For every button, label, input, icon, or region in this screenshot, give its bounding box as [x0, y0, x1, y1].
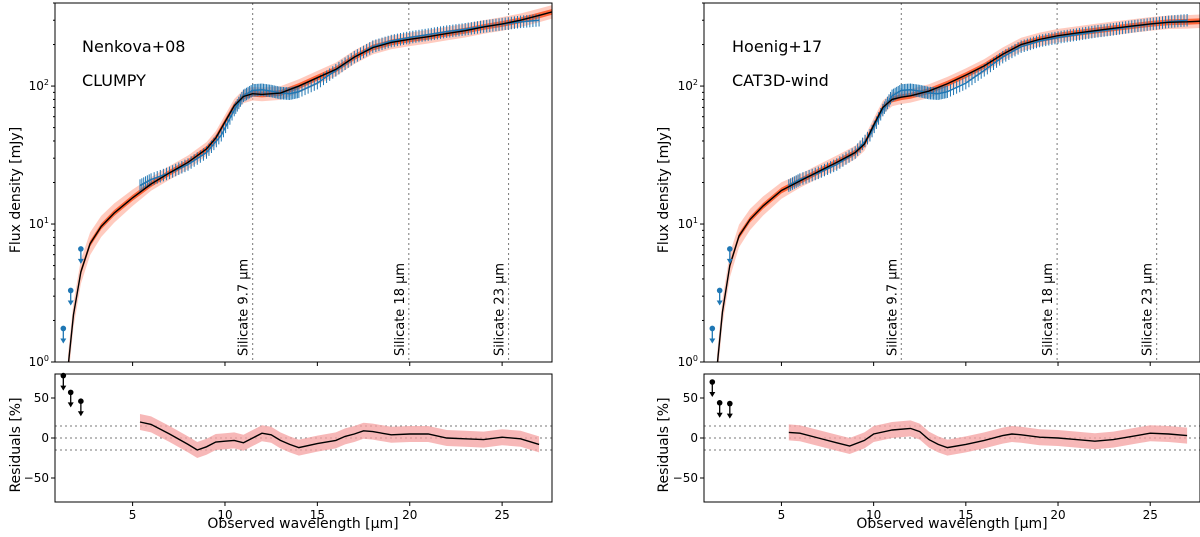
panel-title-line1: Hoenig+17: [732, 37, 822, 56]
residual-line: [139, 421, 540, 451]
left-panel-nenkova: Nenkova+08 CLUMPY Flux density [mJy] Res…: [8, 2, 553, 532]
x-tick-label: 15: [310, 508, 325, 522]
y-tick-label: 102: [29, 78, 49, 93]
residual-y-tick-label: 0: [41, 431, 49, 445]
model-best-fit-line: [67, 11, 552, 362]
x-axis-label: Observed wavelength [μm]: [856, 516, 1047, 532]
x-tick-label: 5: [129, 508, 137, 522]
silicate-label: Silicate 18 μm: [1041, 263, 1056, 356]
y-tick-label: 100: [678, 354, 698, 369]
residual-upper-limit-head: [726, 413, 733, 419]
panel-title-line2: CAT3D-wind: [732, 71, 829, 90]
model-best-fit-line: [716, 20, 1200, 362]
x-tick-label: 10: [217, 508, 232, 522]
flux-axes-frame: [54, 2, 553, 363]
model-posterior-band-outer: [67, 5, 552, 362]
panel-title-line2: CLUMPY: [82, 71, 146, 90]
model-posterior-band-inner: [68, 8, 552, 362]
y-axis-label-flux: Flux density [mJy]: [656, 127, 672, 253]
x-tick-label: 25: [494, 508, 509, 522]
residual-upper-limit-head: [77, 411, 84, 417]
silicate-label: Silicate 23 μm: [1141, 263, 1156, 356]
silicate-label: Silicate 18 μm: [393, 263, 408, 356]
residual-y-tick-label: −50: [673, 471, 698, 485]
residual-y-tick-label: −50: [24, 471, 49, 485]
residual-upper-limit-head: [67, 402, 74, 408]
residual-line: [788, 427, 1188, 449]
silicate-label: Silicate 9.7 μm: [885, 259, 900, 356]
upper-limit-arrow-head: [716, 300, 723, 306]
x-tick-label: 15: [958, 508, 973, 522]
residual-upper-limit-head: [60, 385, 67, 391]
residual-plot-area: [704, 420, 1200, 456]
flux-axes-frame: [703, 2, 1200, 363]
x-tick-label: 20: [1050, 508, 1065, 522]
residual-uncertainty-band: [139, 414, 540, 458]
upper-limit-arrow-head: [709, 338, 716, 344]
observed-spectrum-line: [788, 19, 1188, 187]
residual-uncertainty-band: [788, 420, 1188, 456]
residual-upper-limit-head: [709, 392, 716, 397]
y-tick-label: 100: [29, 354, 49, 369]
observed-spectrum-line: [139, 19, 540, 187]
x-tick-label: 20: [402, 508, 417, 522]
y-axis-label-residuals: Residuals [%]: [656, 397, 672, 492]
y-tick-label: 101: [678, 216, 698, 231]
upper-limit-arrow-head: [60, 338, 67, 344]
y-axis-label-residuals: Residuals [%]: [8, 397, 24, 492]
upper-limit-arrow-head: [77, 258, 84, 264]
x-axis-label: Observed wavelength [μm]: [207, 516, 398, 532]
residual-plot-area: [55, 414, 552, 458]
residual-upper-limit-head: [716, 412, 723, 418]
upper-limit-arrow-head: [67, 300, 74, 306]
x-tick-label: 5: [778, 508, 786, 522]
residual-y-tick-label: 50: [683, 391, 698, 405]
flux-plot-area: [67, 3, 552, 362]
upper-limit-arrow-head: [726, 258, 733, 264]
y-tick-label: 102: [678, 78, 698, 93]
y-axis-label-flux: Flux density [mJy]: [8, 127, 24, 253]
panel-title-line1: Nenkova+08: [82, 37, 185, 56]
residual-y-tick-label: 0: [690, 431, 698, 445]
model-posterior-band-outer: [716, 14, 1200, 362]
x-tick-label: 25: [1143, 508, 1158, 522]
right-panel-hoenig: Hoenig+17 CAT3D-wind Flux density [mJy] …: [656, 2, 1200, 532]
x-tick-label: 10: [866, 508, 881, 522]
flux-plot-area: [716, 3, 1200, 362]
silicate-label: Silicate 9.7 μm: [237, 259, 252, 356]
silicate-label: Silicate 23 μm: [493, 263, 508, 356]
y-tick-label: 101: [29, 216, 49, 231]
residual-y-tick-label: 50: [34, 391, 49, 405]
